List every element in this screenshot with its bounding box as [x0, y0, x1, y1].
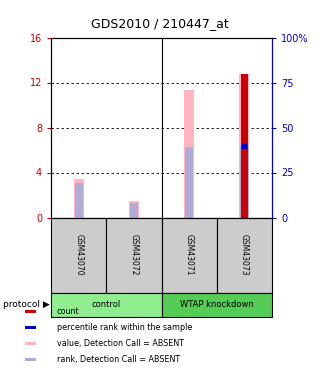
Text: value, Detection Call = ABSENT: value, Detection Call = ABSENT: [57, 339, 184, 348]
Text: WTAP knockdown: WTAP knockdown: [180, 300, 254, 309]
Bar: [162, 292, 272, 317]
Bar: [51, 217, 106, 292]
Bar: [185, 147, 193, 218]
Bar: [25, 326, 36, 329]
Text: control: control: [92, 300, 121, 309]
Bar: [130, 203, 138, 217]
Bar: [239, 74, 249, 217]
Bar: [25, 342, 36, 345]
Bar: [25, 358, 36, 361]
Text: percentile rank within the sample: percentile rank within the sample: [57, 323, 192, 332]
Bar: [25, 310, 36, 314]
Text: count: count: [57, 307, 79, 316]
Bar: [129, 201, 139, 217]
Bar: [241, 74, 248, 217]
Bar: [240, 146, 249, 218]
Text: GSM43071: GSM43071: [185, 234, 194, 276]
Text: GSM43073: GSM43073: [240, 234, 249, 276]
Bar: [51, 292, 162, 317]
Text: GDS2010 / 210447_at: GDS2010 / 210447_at: [91, 17, 229, 30]
Text: GSM43070: GSM43070: [74, 234, 83, 276]
Bar: [74, 179, 84, 218]
Text: rank, Detection Call = ABSENT: rank, Detection Call = ABSENT: [57, 355, 180, 364]
Bar: [106, 217, 162, 292]
Text: GSM43072: GSM43072: [130, 234, 139, 276]
Text: protocol ▶: protocol ▶: [3, 300, 50, 309]
Bar: [217, 217, 272, 292]
Bar: [184, 90, 194, 218]
Bar: [75, 183, 83, 218]
Bar: [162, 217, 217, 292]
